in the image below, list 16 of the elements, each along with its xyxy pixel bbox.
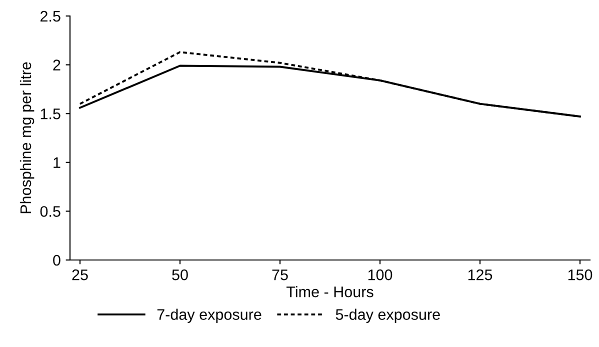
x-tick-label: 150	[568, 269, 592, 280]
y-axis-title: Phosphine mg per litre	[20, 62, 34, 214]
y-tick-label: 0	[53, 254, 60, 266]
x-tick-label: 75	[272, 270, 288, 280]
legend-label: 5-day exposure	[336, 308, 440, 323]
legend-label: 7-day exposure	[157, 308, 262, 323]
y-tick-label: 0.5	[40, 206, 60, 217]
x-axis-title: Time - Hours	[286, 286, 374, 298]
y-tick-label: 1	[54, 157, 60, 168]
y-tick-label: 2.5	[40, 10, 60, 22]
x-tick-label: 100	[368, 269, 392, 280]
x-tick-label: 50	[172, 269, 188, 280]
x-tick-label: 25	[72, 269, 88, 280]
y-tick-label: 2	[53, 60, 60, 70]
x-tick-label: 125	[468, 269, 492, 280]
y-tick-label: 1.5	[40, 108, 60, 120]
